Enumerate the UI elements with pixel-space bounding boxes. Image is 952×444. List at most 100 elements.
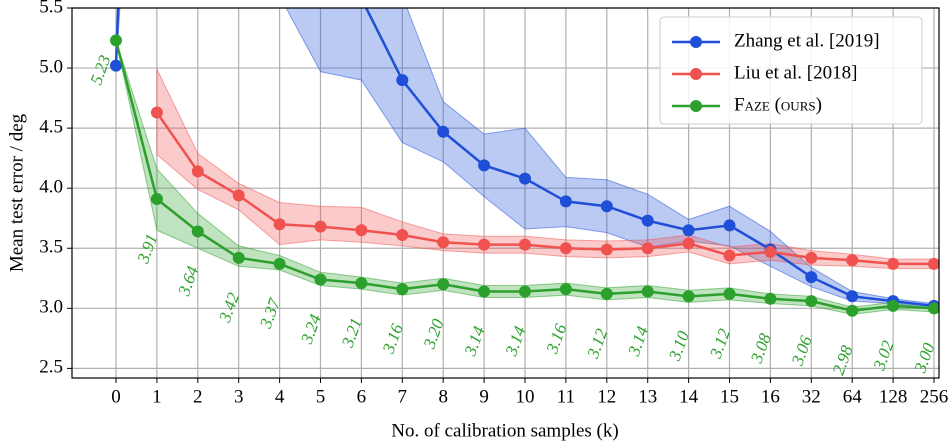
x-tick-label: 10 (516, 386, 535, 407)
point (928, 257, 939, 270)
point (559, 242, 572, 255)
point (805, 271, 818, 284)
x-tick-label: 0 (111, 386, 121, 407)
point (887, 257, 900, 270)
point (519, 285, 531, 298)
point (682, 224, 695, 237)
point (396, 74, 409, 87)
legend-label: Liu et al. [2018] (734, 62, 857, 83)
y-tick-label: 5.0 (39, 56, 63, 77)
point (600, 243, 613, 256)
point (437, 236, 450, 249)
value-label: 5.23 (86, 53, 114, 87)
point (600, 287, 613, 300)
x-tick-label: 4 (275, 386, 285, 407)
point (764, 292, 777, 305)
point (314, 273, 327, 286)
x-tick-label: 256 (920, 386, 949, 407)
x-tick-label: 2 (193, 386, 203, 407)
point (723, 219, 736, 232)
x-tick-label: 9 (479, 386, 489, 407)
point (150, 193, 163, 206)
x-tick-label: 128 (879, 386, 908, 407)
x-tick-label: 11 (557, 386, 575, 407)
x-tick-label: 3 (234, 386, 244, 407)
series-line (155, 111, 934, 266)
point (396, 283, 409, 296)
point (723, 249, 736, 262)
point (805, 251, 818, 264)
x-tick-label: 1 (152, 386, 162, 407)
point (519, 238, 531, 251)
ticks: 2.53.03.54.04.55.05.50 1 2 3 4 5 6 7 8 9 10 11 12 13 1… (39, 0, 948, 407)
x-tick-label: 6 (357, 386, 367, 407)
legend-marker (690, 68, 702, 80)
point (641, 242, 654, 255)
x-tick-label: 5 (316, 386, 326, 407)
x-tick-label: 7 (398, 386, 408, 407)
point (232, 251, 245, 264)
point (478, 285, 491, 298)
point (846, 290, 859, 303)
x-tick-label: 64 (843, 386, 863, 407)
point (682, 290, 695, 303)
point (682, 237, 695, 250)
y-axis-label: Mean test error / deg (6, 113, 27, 272)
point (846, 254, 859, 267)
legend-box (659, 16, 923, 125)
point (478, 159, 491, 172)
point (110, 34, 122, 47)
point (191, 165, 204, 178)
point (437, 278, 450, 291)
y-tick-label: 4.5 (39, 116, 63, 137)
point (437, 125, 450, 138)
legend-label: Faze (ours) (734, 94, 822, 115)
point (805, 295, 818, 308)
axes-frame (71, 7, 940, 379)
point (110, 59, 122, 72)
point (150, 106, 163, 119)
point (355, 224, 368, 237)
value-label: 3.37 (256, 295, 285, 332)
legend-marker (690, 100, 702, 112)
y-tick-label: 2.5 (39, 357, 63, 378)
x-tick-label: 13 (638, 386, 657, 407)
point (723, 287, 736, 300)
point (559, 283, 572, 296)
point (355, 277, 368, 290)
point (273, 257, 286, 270)
point (846, 304, 859, 317)
point (600, 200, 613, 213)
point (641, 214, 654, 227)
point (314, 220, 327, 233)
point (887, 299, 900, 312)
x-axis-label: No. of calibration samples (k) (391, 420, 618, 441)
x-tick-label: 16 (761, 386, 780, 407)
legend-marker (690, 36, 702, 48)
point (396, 229, 409, 242)
x-tick-label: 12 (597, 386, 616, 407)
point (764, 245, 777, 258)
x-tick-label: 14 (679, 386, 699, 407)
point (355, 0, 367, 4)
point (232, 189, 245, 202)
grid (72, 7, 939, 378)
point (273, 218, 286, 231)
point (191, 225, 204, 238)
y-tick-label: 5.5 (39, 0, 63, 17)
point (559, 195, 572, 208)
point (928, 302, 939, 315)
legend: Zhang et al. [2019] Liu et al. [2018] Faze… (659, 16, 923, 125)
y-tick-label: 4.0 (39, 177, 63, 198)
point (519, 172, 531, 185)
x-tick-label: 32 (802, 386, 821, 407)
x-tick-label: 8 (438, 386, 448, 407)
y-tick-label: 3.0 (39, 297, 63, 318)
x-tick-label: 15 (720, 386, 739, 407)
point (641, 285, 654, 298)
plot-area (110, 0, 939, 317)
point (478, 238, 491, 251)
legend-label: Zhang et al. [2019] (734, 30, 880, 51)
y-tick-label: 3.5 (39, 237, 63, 258)
